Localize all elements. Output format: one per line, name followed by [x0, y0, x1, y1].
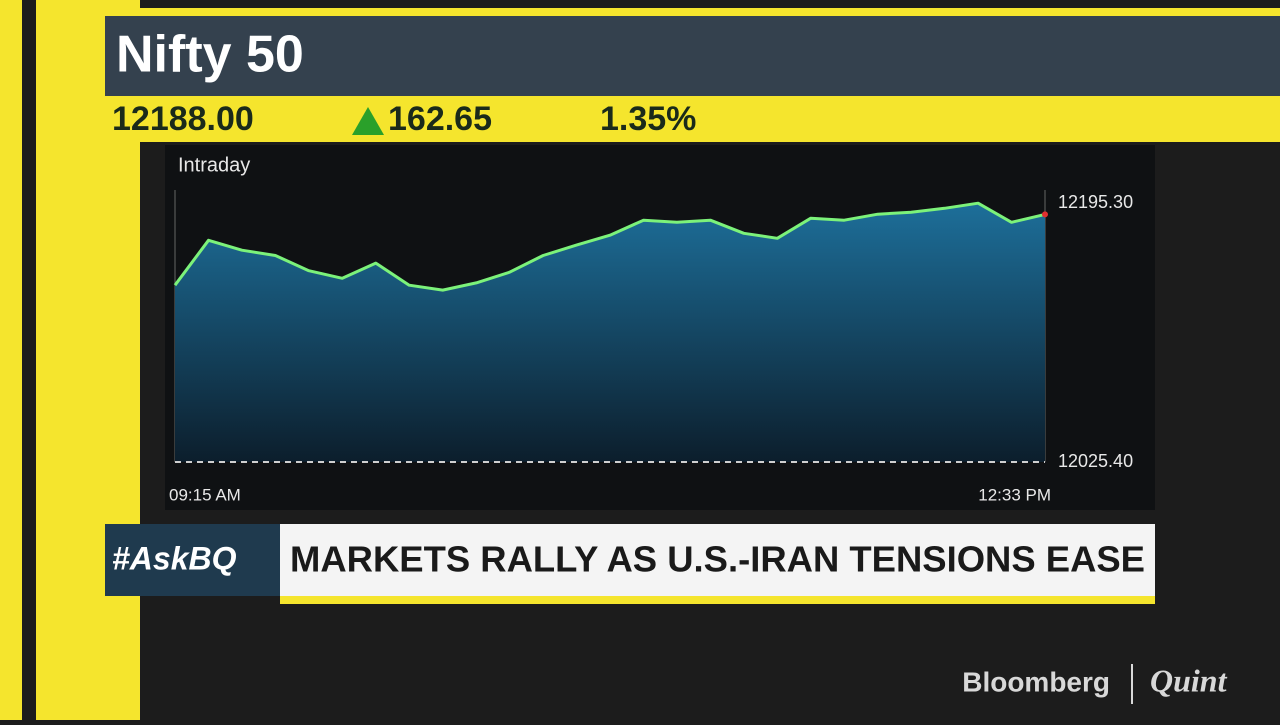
headline-box	[280, 524, 1155, 596]
stripe	[0, 0, 22, 720]
chart-title: Nifty 50	[116, 26, 304, 84]
change: 162.65	[388, 100, 492, 138]
plot: 12025.40 12195.30 09:15 AM 12:33 PM	[169, 190, 1133, 504]
tag-box	[105, 524, 280, 596]
title-bar	[105, 16, 1280, 96]
headline-underline	[280, 596, 1155, 604]
headline: MARKETS RALLY AS U.S.-IRAN TENSIONS EASE	[290, 539, 1145, 580]
area	[175, 203, 1045, 462]
y-tick-label: 12195.30	[1058, 192, 1133, 212]
logo-right: Quint	[1150, 662, 1228, 698]
chart-subtitle: Intraday	[178, 154, 250, 176]
ticker-tag: #AskBQ	[112, 540, 237, 576]
x-tick-label: 09:15 AM	[169, 485, 241, 504]
x-tick-label: 12:33 PM	[978, 485, 1051, 504]
line	[173, 201, 1046, 292]
price: 12188.00	[112, 100, 254, 138]
up-arrow	[352, 107, 384, 135]
change-pct: 1.35%	[600, 100, 696, 138]
logo-left: Bloomberg	[962, 666, 1110, 697]
last-point	[1042, 211, 1048, 218]
y-tick-label: 12025.40	[1058, 451, 1133, 471]
